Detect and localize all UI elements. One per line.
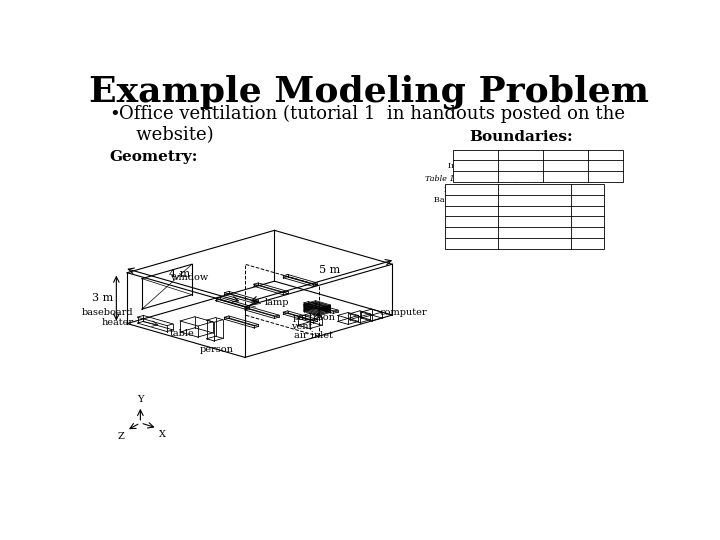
Text: lamp: lamp xyxy=(265,298,289,307)
Text: Y: Y xyxy=(137,395,143,404)
Text: 3.65 m × 1.16 m: 3.65 m × 1.16 m xyxy=(486,172,554,180)
Text: Office ventilation (tutorial 1  in handouts posted on the
   website): Office ventilation (tutorial 1 in handou… xyxy=(120,105,626,144)
Text: 1500 W: 1500 W xyxy=(572,197,603,204)
Text: 0.4 m × 0.35 m × 1.1 m: 0.4 m × 0.35 m × 1.1 m xyxy=(486,207,583,215)
Text: 5 m: 5 m xyxy=(319,265,340,275)
Text: Size: Size xyxy=(526,186,544,193)
Text: Inlet Diffuser: Inlet Diffuser xyxy=(448,161,503,170)
Text: Z: Z xyxy=(118,432,125,441)
Text: Power: Power xyxy=(574,186,601,193)
Text: 30.0°C: 30.0°C xyxy=(552,172,579,180)
Text: 34 W: 34 W xyxy=(577,239,598,247)
Text: Heat Source: Heat Source xyxy=(444,186,499,193)
Text: Lamp: Lamp xyxy=(460,239,482,247)
Text: 1.2 m × 0.1 m × 0.2 m: 1.2 m × 0.1 m × 0.2 m xyxy=(489,197,580,204)
Text: computer: computer xyxy=(380,308,428,316)
Text: Window: Window xyxy=(459,172,492,180)
Text: •: • xyxy=(109,105,120,123)
Bar xyxy=(445,184,604,249)
Text: Person: Person xyxy=(457,207,485,215)
Text: —: — xyxy=(601,172,609,180)
Text: Size: Size xyxy=(511,151,529,159)
Text: partition: partition xyxy=(292,314,336,322)
Text: 75 W: 75 W xyxy=(577,207,598,215)
Text: table: table xyxy=(170,329,195,338)
Text: 4 m: 4 m xyxy=(169,269,191,279)
Text: Computer 1: Computer 1 xyxy=(447,218,495,226)
Text: Velocity: Velocity xyxy=(588,151,623,159)
Text: Table 1.2: Size and Capacity of the Heat Sources: Table 1.2: Size and Capacity of the Heat… xyxy=(426,174,624,183)
Text: baseboard
heater: baseboard heater xyxy=(82,308,133,327)
Text: Baseboard Heater: Baseboard Heater xyxy=(434,197,508,204)
Text: X: X xyxy=(159,430,166,439)
Text: 0.2 m × 0.3 m: 0.2 m × 0.3 m xyxy=(492,161,549,170)
Text: 0.85 m/s: 0.85 m/s xyxy=(588,161,623,170)
Text: 173 W: 173 W xyxy=(575,228,600,237)
Text: Computer 2: Computer 2 xyxy=(447,228,495,237)
Text: Geometry:: Geometry: xyxy=(109,150,198,164)
Text: Boundaries:: Boundaries: xyxy=(469,130,573,144)
Text: 3 m: 3 m xyxy=(92,293,113,303)
Text: window: window xyxy=(171,273,209,282)
Text: Temperature: Temperature xyxy=(536,151,594,159)
Text: 108 W: 108 W xyxy=(575,218,600,226)
Text: 0.4 m × 0.4 m × 0.4 m: 0.4 m × 0.4 m × 0.4 m xyxy=(489,228,580,237)
Text: 0.2 m × 1.2 m × 0.15 m: 0.2 m × 1.2 m × 0.15 m xyxy=(486,239,583,247)
Bar xyxy=(453,150,624,182)
Text: Example Modeling Problem: Example Modeling Problem xyxy=(89,74,649,109)
Text: vent: vent xyxy=(292,322,313,330)
Text: 0.4 m × 0.4 m × 0.4 m: 0.4 m × 0.4 m × 0.4 m xyxy=(489,218,580,226)
Text: 13.5°C: 13.5°C xyxy=(551,161,579,170)
Text: person: person xyxy=(200,345,234,354)
Text: air inlet: air inlet xyxy=(294,332,333,340)
